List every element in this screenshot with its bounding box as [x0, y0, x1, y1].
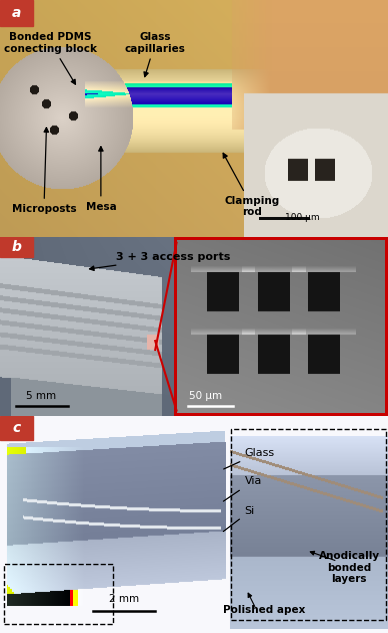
Text: Si: Si: [223, 506, 255, 532]
Bar: [0, 0, 33, 26]
Text: 3 + 3 access ports: 3 + 3 access ports: [90, 252, 231, 270]
Bar: [0, 237, 33, 257]
Bar: [0, 416, 33, 440]
Text: a: a: [12, 6, 21, 20]
Bar: [231, 429, 386, 620]
Text: Mesa: Mesa: [85, 147, 116, 211]
Bar: [4, 563, 113, 624]
Text: Bonded PDMS
conecting block: Bonded PDMS conecting block: [4, 32, 97, 84]
Text: Glass
capillaries: Glass capillaries: [125, 32, 185, 77]
Text: Microposts: Microposts: [12, 128, 76, 214]
Text: 2 mm: 2 mm: [109, 594, 139, 604]
Text: Via: Via: [223, 476, 262, 501]
Text: Anodically
bonded
layers: Anodically bonded layers: [319, 551, 380, 584]
Text: 100 μm: 100 μm: [285, 213, 320, 222]
Text: 50 μm: 50 μm: [189, 391, 222, 401]
Text: 5 mm: 5 mm: [26, 391, 57, 401]
Text: Clamping
rod: Clamping rod: [223, 153, 280, 217]
Text: Glass: Glass: [224, 448, 275, 469]
Text: Polished apex: Polished apex: [223, 605, 305, 615]
Text: c: c: [12, 421, 21, 435]
Text: b: b: [12, 240, 22, 254]
